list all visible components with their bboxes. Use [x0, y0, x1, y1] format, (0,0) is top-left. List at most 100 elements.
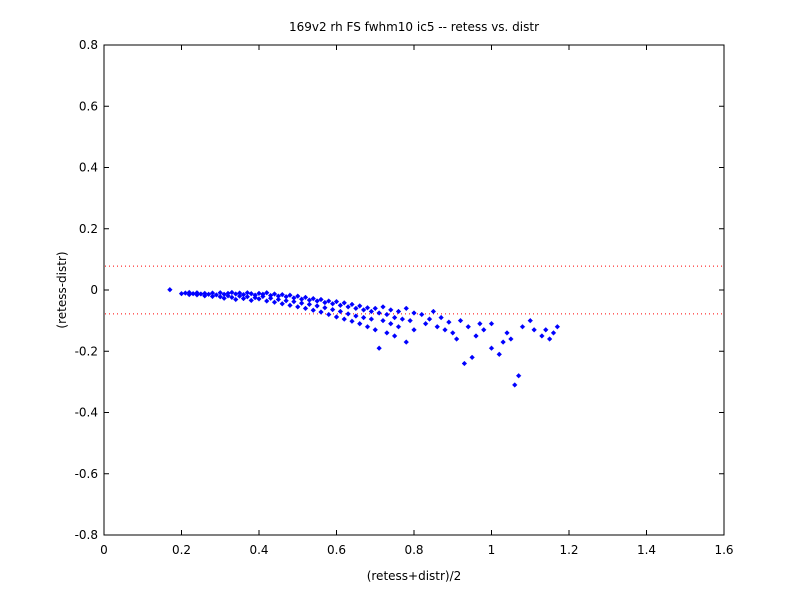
data-point — [481, 327, 487, 333]
data-point — [333, 298, 340, 305]
data-point — [422, 321, 429, 327]
data-point — [318, 309, 324, 315]
data-point — [357, 303, 363, 309]
data-point — [372, 305, 378, 312]
data-point — [357, 321, 363, 327]
data-point — [446, 319, 452, 325]
data-point — [302, 294, 309, 301]
data-point — [388, 321, 394, 327]
data-point — [531, 327, 537, 333]
data-point — [337, 308, 344, 315]
data-point — [252, 294, 258, 301]
data-point — [477, 321, 483, 327]
data-point — [411, 310, 417, 316]
data-point — [403, 339, 409, 345]
data-point — [345, 304, 351, 310]
data-point — [221, 295, 227, 301]
data-point — [527, 317, 533, 324]
data-point — [407, 317, 413, 324]
data-point — [217, 294, 223, 300]
y-tick-label: -0.2 — [75, 344, 98, 358]
data-point — [515, 373, 522, 379]
data-point — [295, 293, 301, 299]
data-point — [225, 293, 231, 299]
data-point — [256, 290, 262, 297]
data-point — [236, 293, 243, 299]
data-point — [322, 305, 328, 311]
data-point — [372, 327, 378, 333]
data-point — [403, 305, 409, 312]
data-point — [461, 360, 468, 367]
data-point — [326, 311, 332, 318]
data-point — [391, 314, 398, 321]
y-tick-label: 0.6 — [79, 99, 98, 113]
data-point — [248, 290, 254, 297]
data-points — [167, 287, 561, 388]
data-point — [554, 324, 561, 330]
data-point — [353, 313, 359, 319]
data-point — [260, 293, 266, 300]
data-point — [287, 292, 293, 298]
data-point — [267, 295, 274, 301]
data-point — [349, 301, 355, 308]
x-tick-label: 0 — [100, 543, 108, 557]
data-point — [302, 305, 309, 312]
x-tick-label: 0.6 — [327, 543, 346, 557]
data-point — [205, 291, 212, 297]
data-point — [430, 308, 437, 315]
data-point — [395, 324, 402, 330]
data-point — [271, 299, 278, 305]
data-point — [326, 298, 332, 304]
data-point — [275, 296, 282, 303]
data-point — [322, 299, 328, 306]
data-point — [240, 295, 247, 302]
data-point — [388, 307, 394, 313]
y-tick-label: -0.4 — [75, 406, 98, 420]
data-point — [167, 287, 173, 293]
data-point — [450, 330, 456, 336]
axes-frame — [103, 44, 725, 536]
data-point — [310, 307, 316, 313]
data-point — [244, 294, 251, 300]
data-point — [376, 310, 382, 316]
data-point — [345, 311, 351, 317]
data-point — [519, 324, 526, 330]
data-point — [264, 290, 270, 296]
data-point — [264, 298, 270, 304]
data-point — [364, 324, 371, 330]
data-point — [550, 330, 557, 336]
x-tick-label: 1.6 — [714, 543, 733, 557]
data-point — [248, 297, 254, 304]
data-point — [353, 305, 359, 312]
data-point — [341, 316, 347, 322]
data-point — [295, 304, 301, 310]
data-point — [287, 302, 293, 308]
data-point — [500, 339, 506, 345]
data-point — [233, 296, 239, 303]
data-point — [411, 327, 417, 333]
data-point — [391, 333, 398, 339]
x-tick-label: 1 — [488, 543, 496, 557]
y-tick-label: -0.6 — [75, 467, 98, 481]
data-point — [465, 324, 471, 330]
data-point — [213, 292, 220, 298]
data-point — [438, 314, 444, 321]
data-point — [314, 303, 320, 309]
data-point — [546, 336, 553, 342]
data-point — [380, 317, 386, 324]
chart-title: 169v2 rh FS fwhm10 ic5 -- retess vs. dis… — [289, 20, 539, 34]
data-point — [256, 296, 262, 302]
y-tick-label: 0.4 — [79, 161, 98, 175]
data-point — [457, 317, 464, 324]
data-point — [380, 304, 386, 310]
data-point — [341, 300, 347, 306]
data-point — [395, 308, 402, 315]
x-tick-label: 0.8 — [404, 543, 423, 557]
y-tick-label: 0 — [90, 283, 98, 297]
data-point — [283, 298, 289, 304]
data-point — [291, 298, 297, 305]
x-axis-label: (retess+distr)/2 — [367, 569, 462, 583]
data-point — [318, 296, 324, 303]
data-point — [488, 321, 495, 327]
